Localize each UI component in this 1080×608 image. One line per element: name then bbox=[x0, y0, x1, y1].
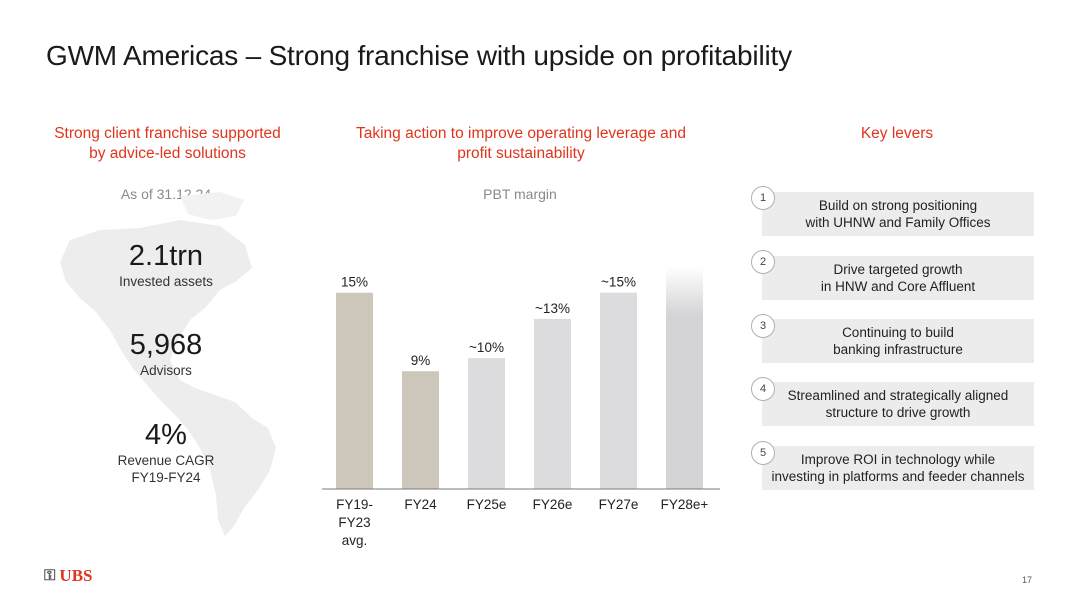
kpi-value: 5,968 bbox=[129, 329, 203, 361]
data-label: 15% bbox=[341, 275, 368, 290]
left-header: Strong client franchise supported by adv… bbox=[54, 125, 281, 162]
keys-icon: ⚿ bbox=[44, 568, 56, 584]
data-label: ~13% bbox=[535, 301, 570, 316]
x-tick-label: FY25e bbox=[467, 497, 507, 512]
kpi-label: Invested assets bbox=[119, 274, 213, 289]
bar-fy19-fy23-avg bbox=[336, 292, 373, 489]
chart-subtitle: PBT margin bbox=[483, 186, 557, 202]
lever-number-badge: 1 bbox=[751, 186, 775, 210]
data-label: ~10% bbox=[469, 340, 504, 355]
lever-2: Drive targeted growth in HNW and Core Aff… bbox=[762, 256, 1034, 300]
kpi-invested-assets: 2.1trn Invested assets bbox=[66, 240, 266, 290]
kpi-label: FY19-FY24 bbox=[131, 470, 201, 485]
x-tick-label: FY24 bbox=[404, 497, 437, 512]
kpi-value: 4% bbox=[145, 419, 187, 451]
middle-header: Taking action to improve operating lever… bbox=[355, 125, 686, 162]
x-tick-label: FY19- bbox=[336, 497, 373, 512]
page-number: 17 bbox=[1021, 575, 1032, 585]
right-header: Key levers bbox=[860, 125, 934, 142]
lever-number-badge: 5 bbox=[751, 441, 775, 465]
data-label: ~15% bbox=[601, 275, 636, 290]
bar-fy26e bbox=[534, 318, 571, 489]
lever-number-badge: 2 bbox=[751, 250, 775, 274]
bar-fy27e bbox=[600, 292, 637, 489]
page-title: GWM Americas – Strong franchise with ups… bbox=[46, 40, 792, 71]
lever-4: Streamlined and strategically aligned str… bbox=[762, 382, 1034, 426]
americas-map-icon bbox=[60, 192, 276, 536]
lever-5: Improve ROI in technology while investing… bbox=[762, 446, 1034, 490]
lever-3: Continuing to build banking infrastructur… bbox=[762, 319, 1034, 363]
x-tick-label: avg. bbox=[342, 533, 368, 548]
lever-number-badge: 3 bbox=[751, 314, 775, 338]
kpi-label: Revenue CAGR bbox=[117, 453, 215, 468]
bar-fy24 bbox=[402, 371, 439, 489]
x-tick-label: FY28e+ bbox=[661, 497, 709, 512]
logo-text: UBS bbox=[59, 566, 93, 585]
bar-fy28e bbox=[666, 266, 703, 489]
lever-number-badge: 4 bbox=[751, 377, 775, 401]
x-tick-label: FY23 bbox=[338, 515, 370, 530]
x-tick-label: FY26e bbox=[533, 497, 573, 512]
data-label: 9% bbox=[411, 353, 431, 368]
kpi-advisors: 5,968 Advisors bbox=[66, 329, 266, 379]
kpi-value: 2.1trn bbox=[128, 240, 204, 272]
lever-1: Build on strong positioning with UHNW and… bbox=[762, 192, 1034, 236]
kpi-revenue-cagr: 4% Revenue CAGR FY19-FY24 bbox=[66, 419, 266, 486]
bar-fy25e bbox=[468, 358, 505, 489]
kpi-label: Advisors bbox=[140, 363, 192, 378]
ubs-logo: ⚿ UBS bbox=[44, 566, 93, 586]
x-tick-label: FY27e bbox=[599, 497, 639, 512]
